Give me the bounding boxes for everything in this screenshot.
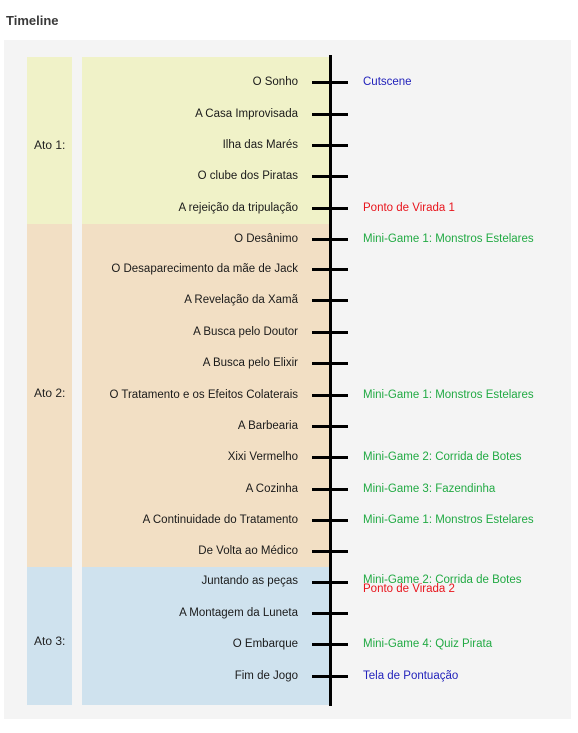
timeline-tick	[312, 675, 348, 678]
timeline-tick	[312, 175, 348, 178]
event-label: A Busca pelo Elixir	[202, 357, 298, 369]
event-label: Ilha das Marés	[222, 139, 298, 151]
minigame-note: Mini-Game 4: Quiz Pirata	[363, 638, 493, 650]
event-label: O Desaparecimento da mãe de Jack	[111, 263, 298, 275]
event-label: A Busca pelo Doutor	[193, 326, 298, 338]
act-3-events-band	[82, 567, 330, 705]
act-1-label-band	[27, 57, 72, 224]
event-label: O Sonho	[252, 76, 298, 88]
timeline-tick	[312, 331, 348, 334]
turning-point-note: Ponto de Virada 2	[363, 583, 455, 595]
timeline-tick	[312, 362, 348, 365]
timeline-tick	[312, 144, 348, 147]
timeline-tick	[312, 268, 348, 271]
event-label: A Cozinha	[245, 483, 298, 495]
event-label: A Montagem da Luneta	[179, 607, 298, 619]
act-1-events-band	[82, 57, 330, 224]
timeline-tick	[312, 81, 348, 84]
timeline-tick	[312, 550, 348, 553]
turning-point-note: Ponto de Virada 1	[363, 202, 455, 214]
event-label: Juntando as peças	[201, 575, 298, 587]
timeline-tick	[312, 299, 348, 302]
timeline-tick	[312, 425, 348, 428]
act-3-label-band	[27, 567, 72, 705]
minigame-note: Mini-Game 2: Corrida de Botes	[363, 574, 522, 586]
act-2-events-band	[82, 224, 330, 567]
minigame-note: Mini-Game 1: Monstros Estelares	[363, 514, 534, 526]
cutscene-note: Cutscene	[363, 76, 412, 88]
timeline-tick	[312, 581, 348, 584]
event-label: A Barbearia	[237, 420, 298, 432]
score-screen-note: Tela de Pontuação	[363, 670, 459, 682]
event-label: O Embarque	[232, 638, 298, 650]
minigame-note: Mini-Game 3: Fazendinha	[363, 483, 496, 495]
event-label: Fim de Jogo	[234, 670, 298, 682]
event-label: O Desânimo	[234, 233, 298, 245]
event-label: O Tratamento e os Efeitos Colaterais	[109, 389, 298, 401]
timeline-tick	[312, 643, 348, 646]
minigame-note: Mini-Game 1: Monstros Estelares	[363, 389, 534, 401]
timeline-tick	[312, 394, 348, 397]
act-1-label: Ato 1:	[34, 138, 66, 152]
event-label: De Volta ao Médico	[198, 545, 298, 557]
event-label: O clube dos Piratas	[197, 170, 298, 182]
minigame-note: Mini-Game 2: Corrida de Botes	[363, 451, 522, 463]
timeline-tick	[312, 456, 348, 459]
timeline-tick	[312, 612, 348, 615]
act-2-label-band	[27, 224, 72, 567]
timeline-tick	[312, 488, 348, 491]
timeline-tick	[312, 238, 348, 241]
event-label: A Revelação da Xamã	[184, 294, 298, 306]
act-2-label: Ato 2:	[34, 386, 66, 400]
event-label: A Casa Improvisada	[195, 108, 298, 120]
timeline-tick	[312, 519, 348, 522]
timeline-axis	[329, 55, 332, 706]
event-label: Xixi Vermelho	[227, 451, 298, 463]
minigame-note: Mini-Game 1: Monstros Estelares	[363, 233, 534, 245]
act-3-label: Ato 3:	[34, 634, 66, 648]
event-label: A Continuidade do Tratamento	[142, 514, 298, 526]
page-title: Timeline	[6, 13, 59, 28]
timeline-tick	[312, 207, 348, 210]
timeline-tick	[312, 113, 348, 116]
event-label: A rejeição da tripulação	[178, 202, 298, 214]
